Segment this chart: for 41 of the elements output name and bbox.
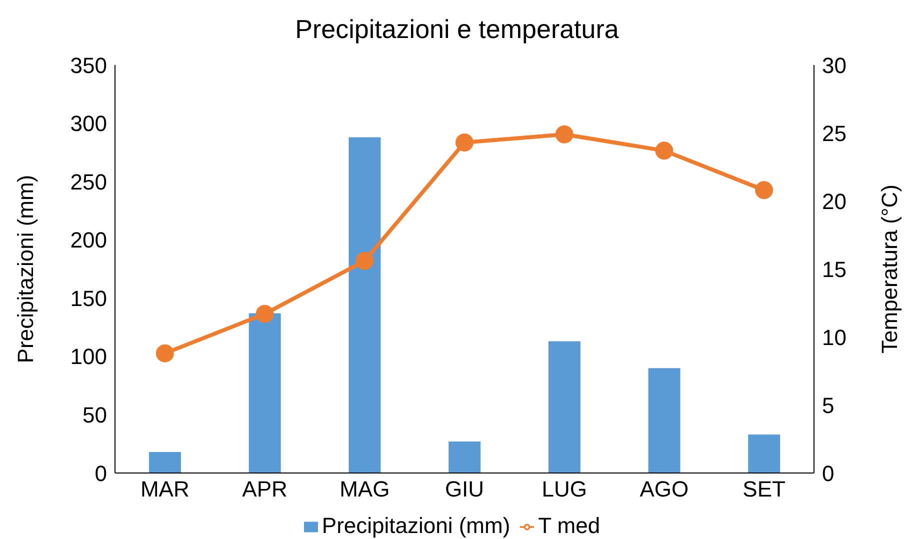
y2-tick-label: 20: [822, 188, 846, 214]
x-tick-label: GIU: [444, 476, 484, 502]
y-tick-label: 300: [70, 111, 107, 136]
y-tick-label: 150: [70, 286, 107, 311]
bar: [548, 341, 580, 473]
y2-tick-label: 15: [822, 256, 846, 282]
y2-tick-label: 0: [822, 460, 834, 486]
bar: [149, 452, 181, 473]
point: [555, 125, 574, 144]
legend-label: T med: [538, 513, 600, 538]
y-tick-label: 0: [94, 460, 107, 486]
y2-tick-label: 30: [822, 52, 846, 78]
x-tick-label: SET: [742, 476, 786, 502]
point: [256, 304, 274, 323]
y2-tick-label: 5: [822, 392, 834, 418]
point: [456, 134, 474, 152]
bar: [348, 137, 381, 473]
x-tick-label: MAR: [140, 476, 190, 502]
chart-title: Precipitazioni e temperatura: [294, 13, 620, 46]
y-tick-label: 250: [70, 169, 107, 194]
y2-tick-label: 10: [822, 324, 846, 350]
y2-tick-label: 25: [822, 120, 846, 146]
y-tick-label: 200: [70, 228, 107, 253]
bar: [448, 442, 481, 473]
bar: [648, 368, 680, 473]
bar: [748, 434, 780, 473]
point: [156, 344, 174, 362]
legend-label: Precipitazioni (mm): [322, 513, 510, 538]
y-tick-label: 350: [70, 52, 107, 78]
y-tick-label: 50: [82, 402, 107, 428]
y-tick-label: 100: [70, 344, 107, 370]
x-tick-label: MAG: [340, 476, 390, 502]
y2-axis-title: Temperatura (°C): [876, 184, 902, 354]
y-axis-title: Precipitazioni (mm): [12, 174, 38, 364]
x-tick-label: APR: [242, 476, 288, 502]
x-tick-label: LUG: [542, 476, 587, 502]
point: [356, 252, 374, 270]
x-tick-label: AGO: [640, 476, 689, 502]
bar: [248, 313, 281, 473]
point: [755, 181, 774, 200]
point: [655, 142, 674, 160]
